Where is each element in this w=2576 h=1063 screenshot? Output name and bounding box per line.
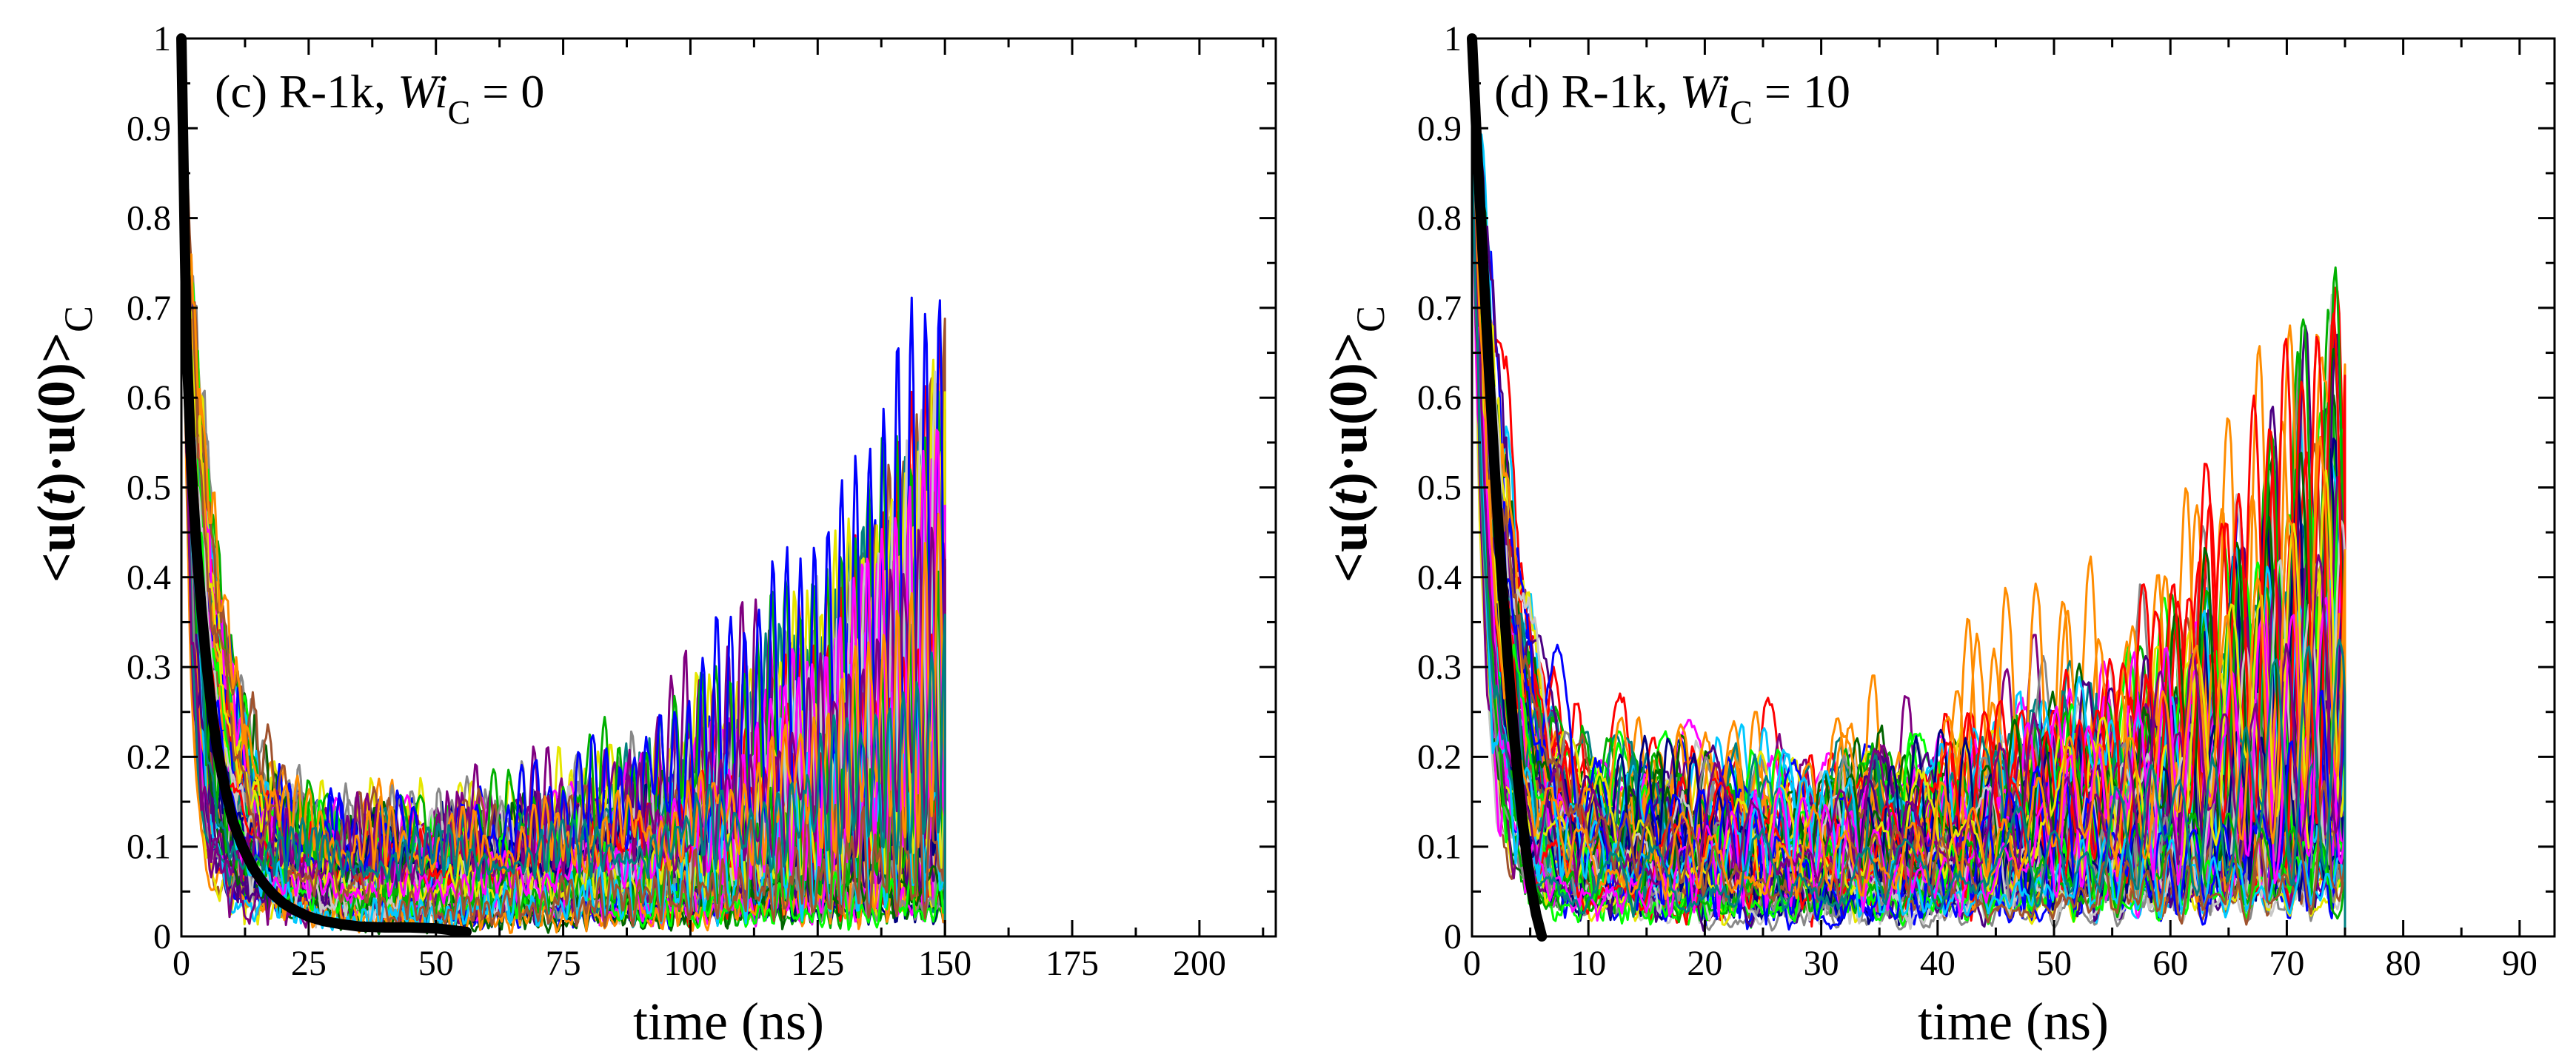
panel-c-xtick-labels: 0 25 50 75 100 125 150 175 200: [173, 944, 1226, 983]
panel-c-ylabel-u1: u(: [27, 505, 86, 552]
panel-c-xtick-label: 0: [173, 944, 190, 983]
panel-c-ytick-label: 0.7: [127, 289, 171, 328]
panel-c-title-var: Wi: [398, 65, 448, 118]
panel-d-average-group: [1467, 33, 1548, 942]
panel-d-ytick-label: 0.8: [1417, 199, 1462, 238]
panel-c-ytick-label: 0.5: [127, 469, 171, 508]
panel-c-ytick-label: 0.9: [127, 109, 171, 148]
panel-c-title-value: = 0: [470, 65, 544, 118]
panel-c-ylabel-open: <: [27, 552, 86, 583]
panel-d-ytick-label: 0.6: [1417, 378, 1462, 418]
panel-d-series-line: [1471, 124, 2346, 936]
panel-d-ytick-label: 0.2: [1417, 737, 1462, 777]
panel-d-title-sub: C: [1730, 93, 1753, 131]
panel-c-ytick-label: 0.4: [127, 558, 171, 597]
panel-c-xtick-label: 75: [546, 944, 581, 983]
panel-c-title-sub: C: [448, 93, 471, 131]
panel-d-chart: 0 10 20 30 40 50 60 70 80 90 00.10.20.30.40.50.60…: [1319, 19, 2556, 1051]
panel-c-ylabel-t: t: [27, 489, 86, 505]
panel-d-ytick-label: 0.3: [1417, 648, 1462, 687]
panel-d-xtick-label: 30: [1804, 944, 1839, 983]
panel-c-series-line: [180, 47, 946, 936]
panel-c-ytick-label: 0.1: [127, 828, 171, 867]
panel-d-ytick-label: 1: [1444, 19, 1462, 58]
panel-d-xtick-label: 50: [2036, 944, 2072, 983]
panel-c-title-label: (c) R-1k,: [215, 65, 386, 118]
panel-c-xtick-label: 25: [291, 944, 327, 983]
panel-d-ytick-label: 0.4: [1417, 558, 1462, 597]
panel-c-title: (c) R-1k, WiC = 0: [215, 65, 544, 131]
panel-c-xlabel: time (ns): [633, 992, 824, 1051]
panel-c-average-line: [176, 33, 472, 937]
panel-d-average-line: [1467, 33, 1548, 942]
panel-d-xtick-label: 10: [1570, 944, 1606, 983]
panel-c-series-line: [180, 176, 946, 936]
panel-d-series-line: [1471, 95, 2346, 936]
panel-c-ytick-label: 0: [153, 917, 171, 956]
panel-c-ytick-label: 0.8: [127, 199, 171, 238]
panel-d-title-value: = 10: [1753, 65, 1850, 118]
panel-c-xtick-label: 150: [918, 944, 971, 983]
panel-c-xtick-label: 50: [418, 944, 454, 983]
panel-d-ylabel-t: t: [1319, 489, 1378, 505]
panel-c-ylabel-sub: C: [56, 306, 101, 332]
panel-d-xtick-labels: 0 10 20 30 40 50 60 70 80 90: [1463, 944, 2537, 983]
panel-d-xtick-label: 60: [2152, 944, 2188, 983]
panel-d-xtick-label: 0: [1463, 944, 1481, 983]
panel-d-title-var: Wi: [1680, 65, 1730, 118]
panel-c-chart: 0 25 50 75 100 125 150 175 200 00.10.20.30.40.50…: [27, 19, 1277, 1051]
panel-d-xtick-label: 80: [2386, 944, 2421, 983]
panel-c-ytick-labels: 0 0.1 0.2 0.3 0.4 0.5 0.6 0.7 0.8 0.9 1: [127, 19, 171, 956]
panel-d-ytick-labels: 0 0.1 0.2 0.3 0.4 0.5 0.6 0.7 0.8 0.9 1: [1417, 19, 1462, 956]
panel-d-ytick-label: 0.9: [1417, 109, 1462, 148]
panel-c-xtick-label: 100: [663, 944, 717, 983]
panel-d-title: (d) R-1k, WiC = 10: [1494, 65, 1850, 131]
panel-d-ylabel: <u(t)·u(0)>C: [1319, 306, 1393, 583]
panel-d-ylabel-u0: u(0)>: [1319, 332, 1378, 455]
panel-d-xtick-label: 90: [2502, 944, 2537, 983]
panel-c-xtick-label: 200: [1173, 944, 1226, 983]
panel-d-series-group: [1471, 46, 2346, 936]
panel-d-ytick-label: 0.1: [1417, 828, 1462, 867]
panel-c-xtick-label: 175: [1046, 944, 1099, 983]
panel-d-ylabel-open: <: [1319, 552, 1378, 583]
panel-c-ytick-label: 0.6: [127, 378, 171, 418]
panel-d-ytick-label: 0.5: [1417, 469, 1462, 508]
panel-c-ytick-label: 0.3: [127, 648, 171, 687]
panel-c-ylabel: <u(t)·u(0)>C: [27, 306, 101, 583]
panel-d-ylabel-u1: u(: [1319, 505, 1378, 552]
panel-d-xtick-label: 70: [2269, 944, 2304, 983]
panel-c-ylabel-u0: u(0)>: [27, 332, 86, 455]
panel-d-ytick-label: 0: [1444, 917, 1462, 956]
panel-d-series-line: [1471, 67, 2346, 936]
panel-d-xlabel: time (ns): [1918, 992, 2109, 1051]
panel-d-ylabel-sub: C: [1348, 306, 1393, 332]
panel-d-title-label: (d) R-1k,: [1494, 65, 1668, 118]
panel-d-series-line: [1471, 47, 2346, 936]
panel-c-xtick-label: 125: [791, 944, 844, 983]
panel-d-ytick-label: 0.7: [1417, 289, 1462, 328]
panel-d-ticks: [1471, 37, 2555, 938]
panel-c-ytick-label: 1: [153, 19, 171, 58]
panel-d-series-line: [1471, 136, 2346, 936]
panel-c-ylabel-dot: )·: [27, 455, 86, 490]
panel-d-xtick-label: 20: [1687, 944, 1722, 983]
panel-c-average-group: [176, 33, 472, 937]
panel-d-xtick-label: 40: [1920, 944, 1956, 983]
panel-c-ytick-label: 0.2: [127, 737, 171, 777]
panel-c-ticks: [180, 37, 1276, 938]
panel-c-series-line: [180, 125, 946, 936]
panel-d-ylabel-dot: )·: [1319, 455, 1378, 490]
